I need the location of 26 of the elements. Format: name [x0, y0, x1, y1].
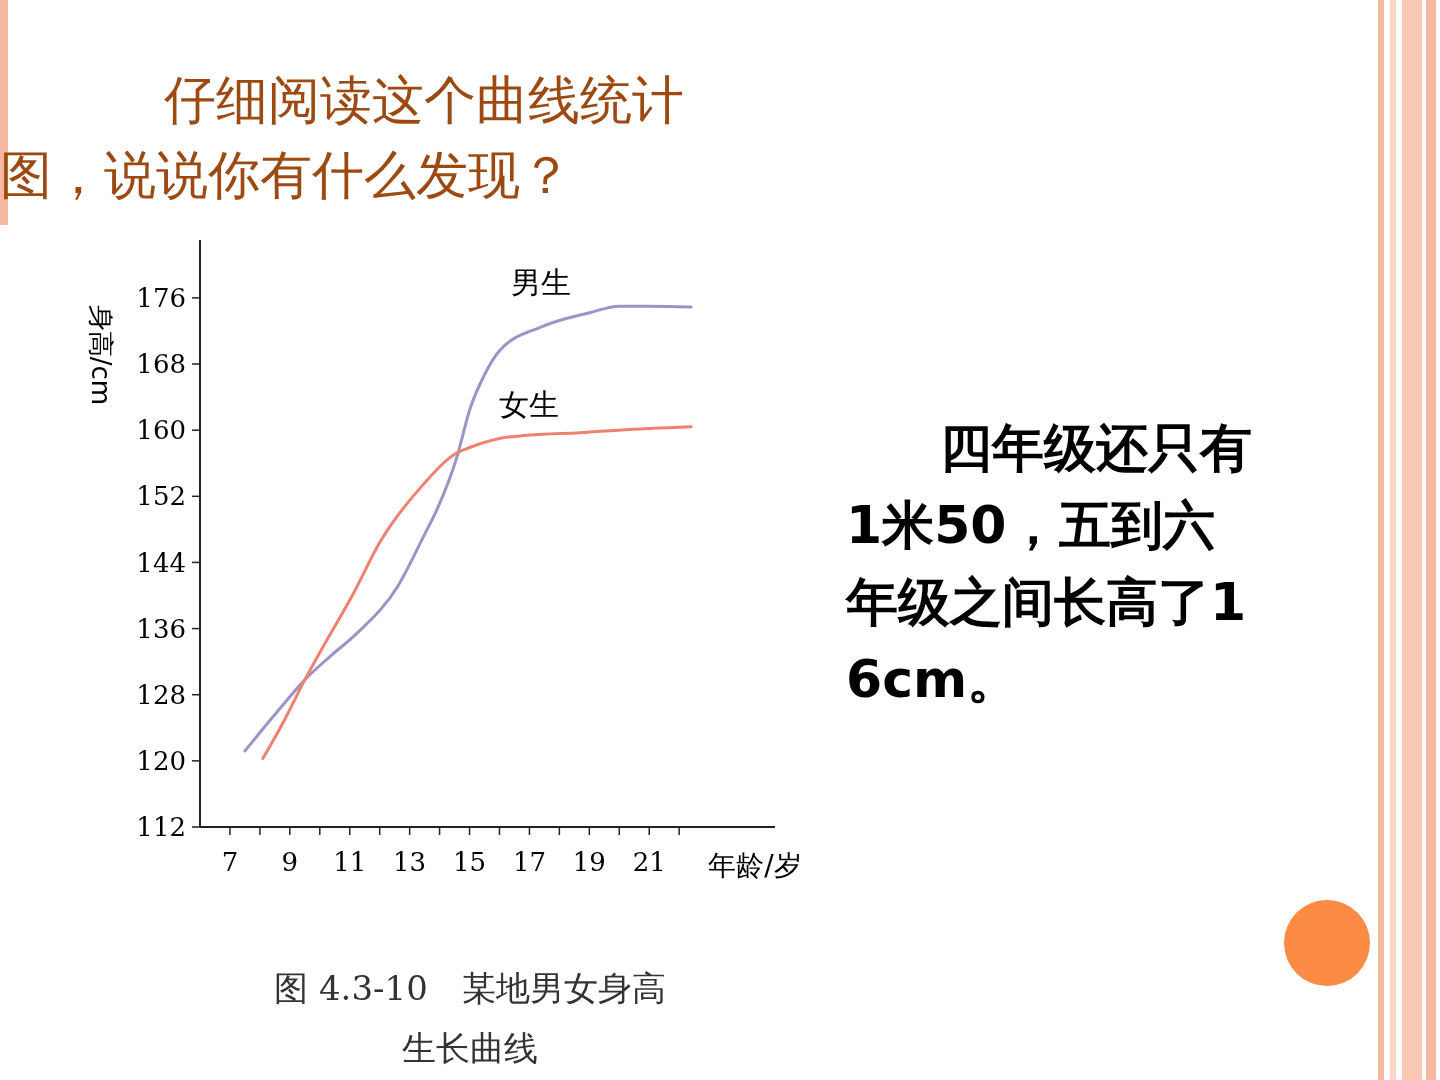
- x-tick-label: 21: [632, 847, 666, 877]
- y-tick-label: 152: [136, 481, 186, 512]
- line-series: [261, 425, 693, 760]
- x-tick-label: 9: [281, 847, 299, 877]
- y-tick-label: 144: [136, 547, 186, 578]
- x-tick-label: 7: [221, 847, 239, 877]
- y-tick-label: 168: [136, 349, 186, 380]
- x-axis-title: 年龄/岁: [708, 849, 802, 882]
- y-tick-label: 176: [136, 282, 186, 313]
- y-tick-label: 112: [136, 812, 186, 843]
- x-tick-label: 19: [572, 847, 606, 877]
- x-tick-label: 17: [512, 847, 546, 877]
- series-label: 男生: [511, 264, 572, 300]
- x-tick-label: 11: [333, 847, 367, 877]
- text: 四年级还只有1米50，五到六年级之间长高了16cm。: [844, 418, 1252, 709]
- y-tick-label: 136: [136, 613, 186, 644]
- series-label: 女生: [499, 387, 560, 423]
- x-tick-label: 13: [393, 847, 427, 877]
- line-series: [243, 304, 693, 753]
- caption: 图 4.3-10 某地男女身高生长曲线: [274, 968, 666, 1068]
- y-tick-label: 128: [136, 679, 186, 710]
- chart-title: 仔细阅读这个曲线统计图，说说你有什么发现？: [0, 70, 684, 205]
- y-axis-title: 身高/cm: [86, 304, 116, 406]
- x-tick-label: 15: [452, 847, 487, 877]
- y-tick-label: 160: [136, 415, 186, 446]
- y-tick-label: 120: [136, 745, 186, 776]
